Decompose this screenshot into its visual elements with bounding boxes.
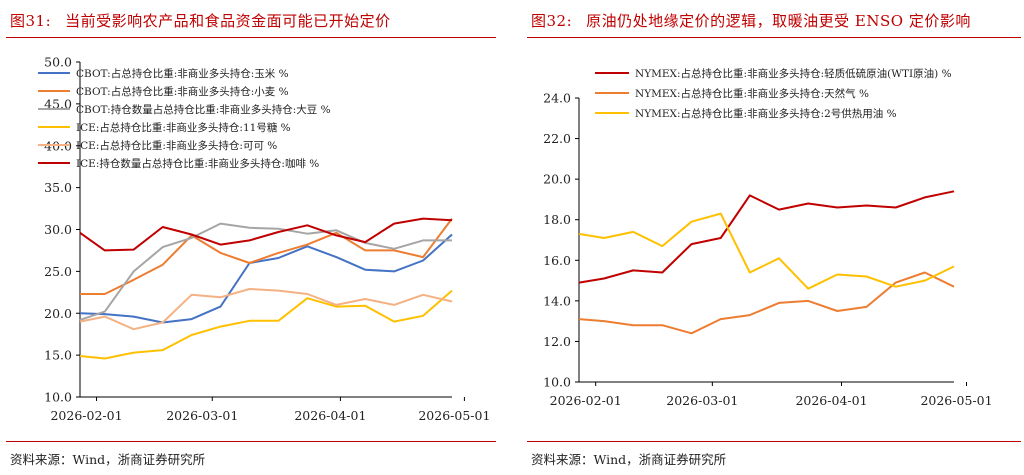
y-tick-label: 20.0 <box>543 172 571 187</box>
legend-label: CBOT:占总持仓比重:非商业多头持仓:小麦 % <box>76 85 289 98</box>
legend-item: CBOT:占总持仓比重:非商业多头持仓:玉米 % <box>38 67 289 80</box>
series-lines <box>79 217 453 360</box>
series-line-5 <box>79 217 453 252</box>
legend-label: ICE:持仓数量占总持仓比重:非商业多头持仓:咖啡 % <box>76 157 319 170</box>
figure-title-text: 原油仍处地缘定价的逻辑，取暖油更受 ENSO 定价影响 <box>586 12 971 30</box>
figure-number: 图32: <box>531 12 573 30</box>
legend-label: CBOT:占总持仓比重:非商业多头持仓:玉米 % <box>76 67 289 80</box>
x-tick-label: 2026-05-01 <box>920 393 992 408</box>
figure-title: 图32: 原油仍处地缘定价的逻辑，取暖油更受 ENSO 定价影响 <box>531 10 971 31</box>
figure-title: 图31: 当前受影响农产品和食品资金面可能已开始定价 <box>10 10 391 31</box>
series-line-1 <box>80 217 453 295</box>
legend-label: NYMEX:占总持仓比重:非商业多头持仓:轻质低硫原油(WTI原油) % <box>635 67 952 80</box>
axes: 10.015.020.025.030.035.040.045.050.02026… <box>44 55 490 424</box>
legend-item: NYMEX:占总持仓比重:非商业多头持仓:轻质低硫原油(WTI原油) % <box>595 67 952 80</box>
series-line-0 <box>79 233 453 324</box>
y-tick-label: 12.0 <box>543 334 571 349</box>
y-tick-label: 16.0 <box>543 253 571 268</box>
commodity-positions-line-chart: 10.015.020.025.030.035.040.045.050.02026… <box>38 55 490 424</box>
legend: NYMEX:占总持仓比重:非商业多头持仓:轻质低硫原油(WTI原油) % NYME… <box>595 67 952 120</box>
series-line-2 <box>578 212 955 290</box>
legend-item: NYMEX:占总持仓比重:非商业多头持仓:2号供热用油 % <box>595 107 897 120</box>
y-tick-label: 30.0 <box>44 222 72 237</box>
legend-item: ICE:占总持仓比重:非商业多头持仓:可可 % <box>38 139 277 152</box>
y-tick-label: 24.0 <box>543 91 571 106</box>
legend-label: CBOT:持仓数量占总持仓比重:非商业多头持仓:大豆 % <box>76 103 331 116</box>
title-divider <box>527 37 1021 38</box>
axes: 10.0 12.0 14.0 16.0 18.0 20.0 22.0 24.0 2026-02-… <box>543 91 992 409</box>
legend: CBOT:占总持仓比重:非商业多头持仓:玉米 % CBOT:占总持仓比重:非商业多… <box>38 67 331 170</box>
title-divider <box>6 37 496 38</box>
series-lines <box>578 190 955 335</box>
y-tick-label: 35.0 <box>44 180 72 195</box>
legend-label: ICE:占总持仓比重:非商业多头持仓:可可 % <box>76 139 277 152</box>
x-tick-label: 2026-03-01 <box>666 393 738 408</box>
series-line-2 <box>79 222 452 321</box>
source-note: 资料来源：Wind，浙商证券研究所 <box>531 452 727 467</box>
x-tick-label: 2026-02-01 <box>50 408 122 423</box>
figure-31-panel: 图31: 当前受影响农产品和食品资金面可能已开始定价 10.0 15.0 20.0 25… <box>0 0 500 475</box>
source-divider <box>527 441 1021 442</box>
source-divider <box>6 441 496 442</box>
legend-item: ICE:占总持仓比重:非商业多头持仓:11号糖 % <box>38 121 291 134</box>
series-line-4 <box>79 288 453 331</box>
figure-number: 图31: <box>10 12 52 30</box>
x-tick-label: 2026-04-01 <box>795 393 867 408</box>
y-tick-label: 22.0 <box>543 131 571 146</box>
y-tick-label: 45.0 <box>44 96 72 111</box>
x-tick-label: 2026-05-01 <box>418 408 490 423</box>
energy-positions-line-chart: 10.0 12.0 14.0 16.0 18.0 20.0 22.0 24.0 2026-02-… <box>543 67 992 409</box>
legend-item: CBOT:占总持仓比重:非商业多头持仓:小麦 % <box>38 85 289 98</box>
y-tick-label: 14.0 <box>543 293 571 308</box>
legend-item: NYMEX:占总持仓比重:非商业多头持仓:天然气 % <box>595 87 869 100</box>
legend-item: ICE:持仓数量占总持仓比重:非商业多头持仓:咖啡 % <box>38 157 319 170</box>
legend-label: NYMEX:占总持仓比重:非商业多头持仓:2号供热用油 % <box>635 107 897 120</box>
legend-label: NYMEX:占总持仓比重:非商业多头持仓:天然气 % <box>635 87 869 100</box>
legend-item: CBOT:持仓数量占总持仓比重:非商业多头持仓:大豆 % <box>38 103 331 116</box>
series-line-0 <box>578 190 955 284</box>
x-tick-label: 2026-03-01 <box>166 408 238 423</box>
x-tick-label: 2026-02-01 <box>550 393 622 408</box>
series-line-3 <box>79 289 453 360</box>
y-tick-label: 25.0 <box>44 264 72 279</box>
y-tick-label: 50.0 <box>44 55 72 70</box>
series-line-1 <box>578 271 955 335</box>
y-tick-label: 10.0 <box>44 390 72 405</box>
y-tick-label: 18.0 <box>543 212 571 227</box>
source-note: 资料来源：Wind，浙商证券研究所 <box>10 452 206 467</box>
x-tick-label: 2026-04-01 <box>294 408 366 423</box>
y-tick-label: 20.0 <box>44 306 72 321</box>
figure-32-panel: 图32: 原油仍处地缘定价的逻辑，取暖油更受 ENSO 定价影响 10.0 12.0… <box>521 0 1024 475</box>
figure-title-text: 当前受影响农产品和食品资金面可能已开始定价 <box>65 12 391 30</box>
legend-label: ICE:占总持仓比重:非商业多头持仓:11号糖 % <box>76 121 291 134</box>
y-tick-label: 15.0 <box>44 348 72 363</box>
y-tick-label: 10.0 <box>543 375 571 390</box>
